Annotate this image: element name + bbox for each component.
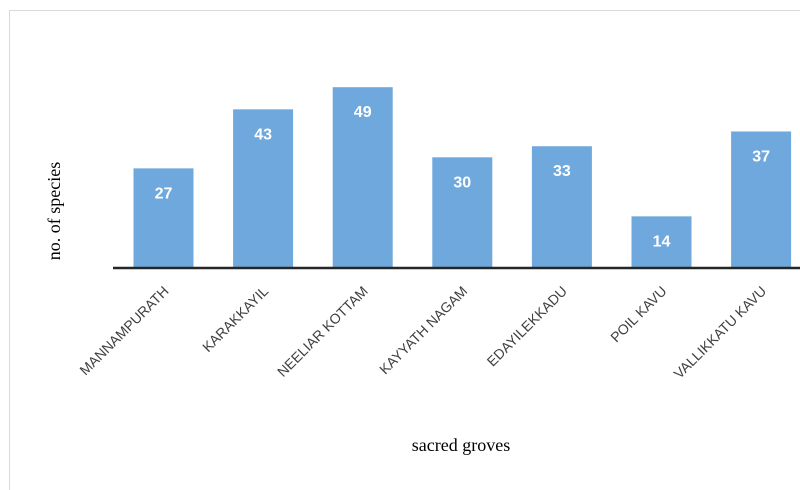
bar-vallikkatu-kavu (731, 131, 792, 268)
bar-labels-group: 27 43 49 30 33 14 37 (155, 104, 770, 250)
y-axis-title: no. of species (44, 162, 64, 260)
bar-kayyath-nagam (432, 157, 493, 268)
x-tick-label: NEELIAR KOTTAM (274, 283, 371, 380)
bar-mannampurath (133, 168, 194, 268)
bar-value-label: 43 (254, 126, 272, 143)
chart-frame (9, 10, 800, 490)
x-tick-label: VALLIKKATU KAVU (670, 283, 769, 382)
x-tick-labels-group: MANNAMPURATH KARAKKAYIL NEELIAR KOTTAM KAYY… (76, 283, 769, 382)
bar-value-label: 27 (155, 185, 173, 202)
x-tick-label: KARAKKAYIL (199, 283, 271, 355)
x-tick-label: EDAYILEKKADU (484, 283, 571, 370)
bars-group (133, 87, 792, 268)
bar-poil-kavu (631, 216, 692, 268)
bar-karakkayil (233, 109, 294, 268)
x-tick-label: MANNAMPURATH (76, 283, 171, 378)
bar-value-label: 30 (453, 174, 471, 191)
x-tick-label: KAYYATH NAGAM (376, 283, 470, 377)
bar-value-label: 14 (653, 233, 671, 250)
x-axis-title: sacred groves (412, 435, 510, 455)
bar-value-label: 37 (752, 148, 770, 165)
bar-value-label: 33 (553, 163, 571, 180)
bar-edayilekkadu (531, 146, 592, 268)
bar-value-label: 49 (354, 104, 372, 121)
x-tick-label: POIL KAVU (607, 283, 669, 345)
bar-neeliar-kottam (332, 87, 393, 268)
